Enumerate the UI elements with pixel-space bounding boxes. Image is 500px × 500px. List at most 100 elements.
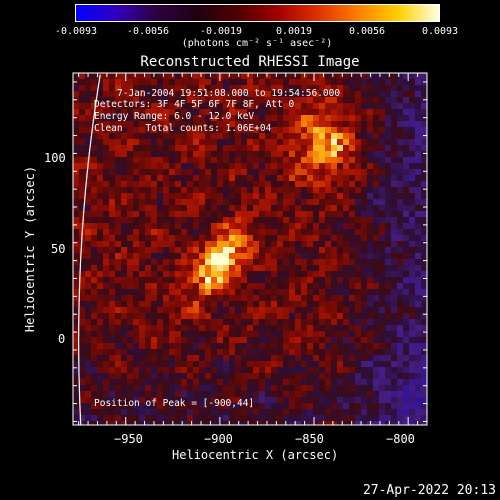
heatmap-cell [139, 385, 146, 392]
heatmap-cell [85, 247, 92, 254]
heatmap-cell [283, 223, 290, 230]
heatmap-cell [115, 127, 122, 134]
heatmap-cell [223, 115, 230, 122]
heatmap-cell [355, 169, 362, 176]
heatmap-cell [295, 115, 302, 122]
heatmap-cell [247, 217, 254, 224]
heatmap-cell [337, 73, 344, 80]
heatmap-cell [355, 217, 362, 224]
heatmap-cell [385, 283, 392, 290]
heatmap-cell [91, 73, 98, 80]
heatmap-cell [349, 283, 356, 290]
heatmap-cell [343, 151, 350, 158]
heatmap-cell [421, 409, 427, 416]
heatmap-cell [163, 385, 170, 392]
heatmap-cell [319, 313, 326, 320]
heatmap-cell [157, 73, 164, 80]
heatmap-cell [91, 379, 98, 386]
heatmap-cell [343, 379, 350, 386]
heatmap-cell [313, 103, 320, 110]
heatmap-cell [133, 391, 140, 398]
heatmap-cell [379, 283, 386, 290]
heatmap-cell [193, 247, 200, 254]
heatmap-cell [187, 415, 194, 422]
heatmap-cell [205, 73, 212, 80]
heatmap-cell [235, 331, 242, 338]
heatmap-cell [97, 229, 104, 236]
heatmap-cell [295, 109, 302, 116]
heatmap-cell [319, 229, 326, 236]
heatmap-cell [295, 91, 302, 98]
heatmap-cell [277, 145, 284, 152]
heatmap-cell [247, 415, 254, 422]
heatmap-cell [199, 223, 206, 230]
heatmap-cell [277, 127, 284, 134]
heatmap-cell [127, 247, 134, 254]
heatmap-cell [205, 205, 212, 212]
heatmap-cell [289, 211, 296, 218]
heatmap-cell [283, 205, 290, 212]
heatmap-cell [409, 349, 416, 356]
heatmap-cell [391, 151, 398, 158]
heatmap-cell [223, 397, 230, 404]
heatmap-cell [169, 421, 176, 425]
heatmap-cell [259, 181, 266, 188]
heatmap-cell [367, 325, 374, 332]
heatmap-cell [169, 115, 176, 122]
heatmap-cell [373, 313, 380, 320]
heatmap-cell [241, 205, 248, 212]
heatmap-cell [121, 307, 128, 314]
heatmap-cell [151, 181, 158, 188]
render-timestamp: 27-Apr-2022 20:13 [362, 483, 496, 498]
heatmap-cell [193, 421, 200, 425]
heatmap-cell [289, 379, 296, 386]
heatmap-cell [349, 139, 356, 146]
heatmap-cell [289, 247, 296, 254]
heatmap-cell [193, 289, 200, 296]
heatmap-cell [295, 169, 302, 176]
heatmap-cell [229, 283, 236, 290]
heatmap-cell [229, 109, 236, 116]
heatmap-cell [133, 91, 140, 98]
heatmap-cell [403, 319, 410, 326]
heatmap-cell [139, 379, 146, 386]
heatmap-cell [385, 175, 392, 182]
heatmap-cell [295, 421, 302, 425]
heatmap-cell [397, 349, 404, 356]
heatmap-cell [361, 349, 368, 356]
heatmap-cell [253, 151, 260, 158]
heatmap-cell [337, 211, 344, 218]
heatmap-cell [199, 343, 206, 350]
heatmap-cell [397, 379, 404, 386]
heatmap-cell [409, 403, 416, 410]
heatmap-cell [79, 367, 86, 374]
heatmap-cell [181, 313, 188, 320]
heatmap-cell [175, 373, 182, 380]
heatmap-cell [133, 157, 140, 164]
heatmap-cell [223, 241, 230, 248]
heatmap-cell [151, 241, 158, 248]
heatmap-cell [343, 259, 350, 266]
heatmap-cell [355, 283, 362, 290]
heatmap-cell [73, 259, 80, 266]
heatmap-cell [223, 289, 230, 296]
heatmap-cell [277, 133, 284, 140]
heatmap-cell [361, 403, 368, 410]
heatmap-cell [355, 391, 362, 398]
heatmap-cell [187, 349, 194, 356]
heatmap-cell [283, 133, 290, 140]
heatmap-cell [295, 217, 302, 224]
heatmap-cell [307, 187, 314, 194]
heatmap-cell [271, 265, 278, 272]
heatmap-cell [199, 163, 206, 170]
heatmap-cell [337, 115, 344, 122]
heatmap-cell [283, 283, 290, 290]
heatmap-cell [211, 157, 218, 164]
heatmap-cell [337, 121, 344, 128]
heatmap-cell [409, 421, 416, 425]
heatmap-cell [139, 229, 146, 236]
heatmap-cell [373, 133, 380, 140]
heatmap-cell [379, 409, 386, 416]
heatmap-cell [193, 259, 200, 266]
heatmap-cell [73, 295, 80, 302]
